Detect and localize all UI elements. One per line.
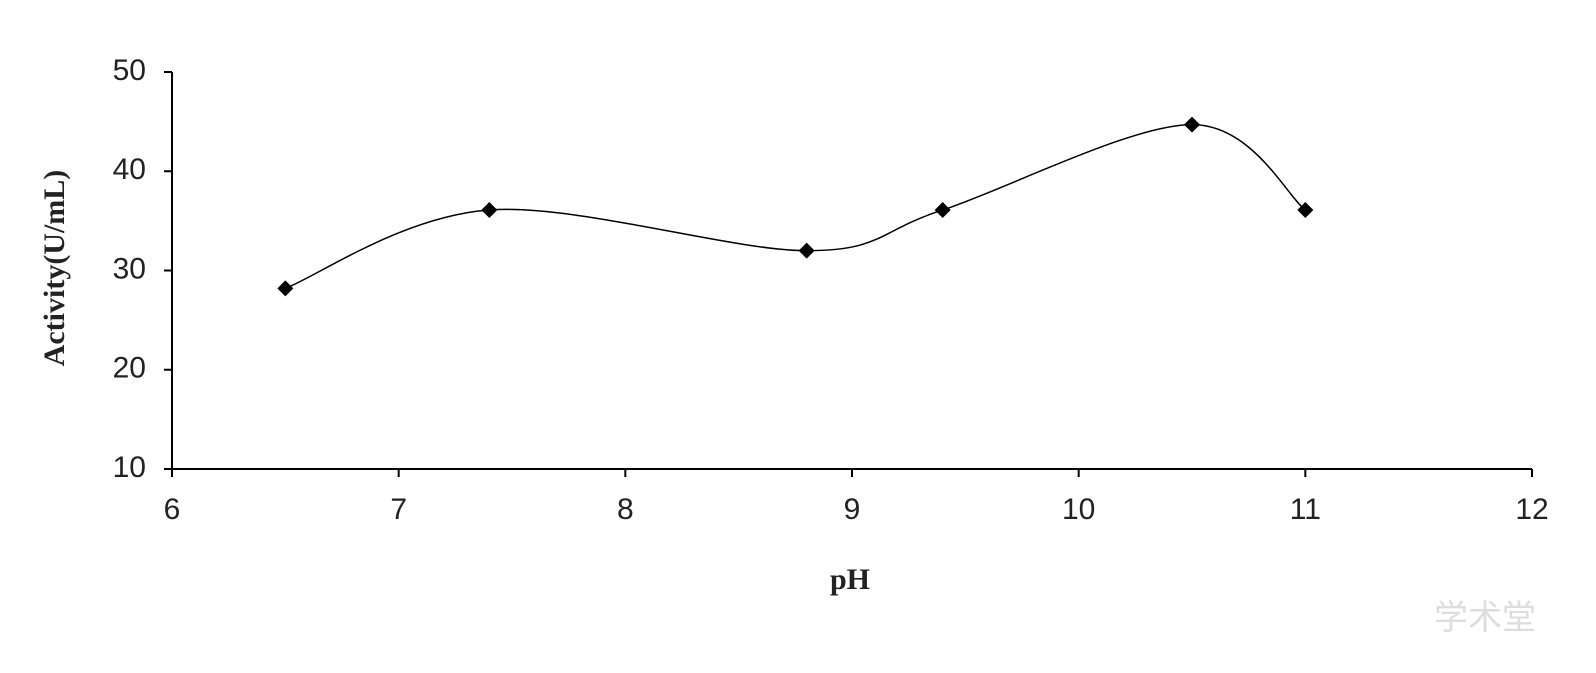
- data-point: [1184, 116, 1200, 133]
- y-tick-label: 50: [113, 54, 146, 87]
- x-tick-label: 11: [1290, 493, 1321, 526]
- x-tick-label: 12: [1515, 493, 1548, 526]
- data-point: [934, 201, 951, 218]
- data-point: [277, 280, 294, 297]
- x-tick-label: 7: [390, 493, 407, 526]
- watermark: 学术堂: [1434, 599, 1536, 637]
- series-line: [285, 123, 1306, 290]
- y-tick-label: 10: [113, 451, 146, 484]
- y-axis-title: Activity(U/mL): [38, 170, 71, 367]
- x-tick-label: 9: [844, 493, 861, 526]
- data-point: [798, 242, 815, 259]
- data-point: [1297, 201, 1314, 218]
- x-axis-title: pH: [830, 563, 870, 596]
- y-tick-label: 40: [113, 153, 146, 186]
- data-point: [481, 201, 498, 218]
- x-tick-label: 10: [1062, 493, 1095, 526]
- x-tick-label: 8: [617, 493, 634, 526]
- x-tick-label: 6: [164, 493, 181, 526]
- y-tick-label: 20: [113, 352, 146, 385]
- y-tick-label: 30: [113, 252, 146, 285]
